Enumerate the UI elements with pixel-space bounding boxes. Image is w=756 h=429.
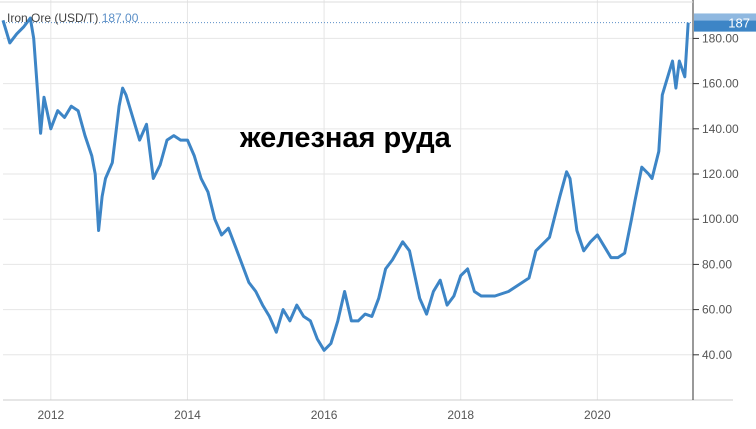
y-tick-label: 120.00 [702, 167, 739, 181]
y-tick-label: 80.00 [702, 257, 732, 271]
y-tick-label: 160.00 [702, 77, 739, 91]
x-tick-label: 2016 [311, 408, 338, 422]
overlay-text: железная руда [240, 122, 451, 154]
x-tick-label: 2014 [174, 408, 201, 422]
x-tick-label: 2020 [584, 408, 611, 422]
last-value-label: 187 [728, 16, 750, 31]
legend-value: 187.00 [101, 11, 139, 25]
x-tick-label: 2012 [37, 408, 64, 422]
last-value-badge-top [694, 13, 756, 21]
legend-name: Iron Ore (USD/T) [7, 11, 99, 25]
legend: Iron Ore (USD/T) 187.00 [7, 11, 138, 25]
y-tick-label: 140.00 [702, 122, 739, 136]
y-tick-label: 60.00 [702, 303, 732, 317]
y-tick-label: 100.00 [702, 212, 739, 226]
y-tick-label: 180.00 [702, 31, 739, 45]
x-tick-label: 2018 [447, 408, 474, 422]
y-tick-label: 40.00 [702, 348, 732, 362]
series-line [1, 16, 690, 352]
